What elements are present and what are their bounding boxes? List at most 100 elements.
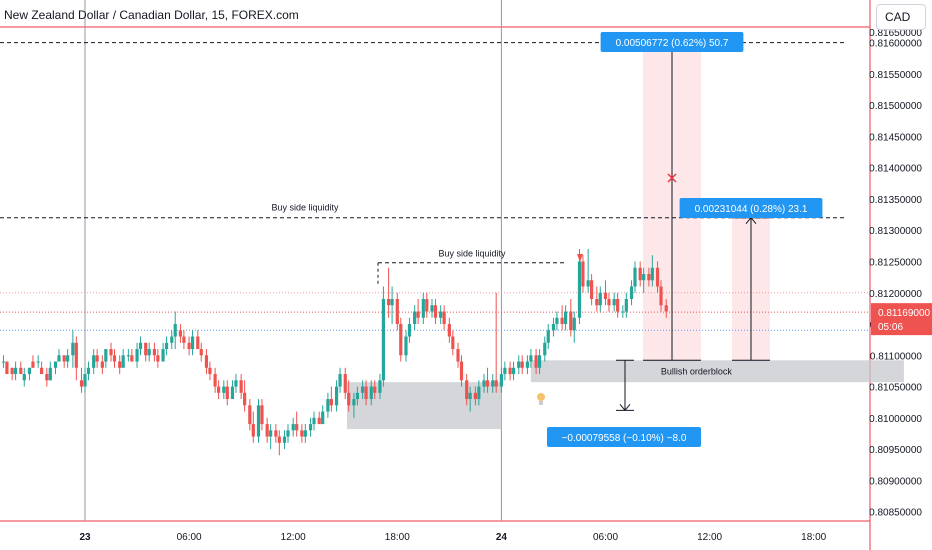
candle-body-50 [216, 386, 221, 393]
candle-body-34 [147, 349, 151, 356]
candle-body-63 [274, 430, 278, 437]
candle-body-90 [390, 299, 394, 306]
candle-body-121 [525, 361, 530, 368]
candle-body-129 [560, 317, 564, 325]
candle-body-147 [638, 267, 642, 281]
candle-body-73 [317, 417, 321, 425]
candle-body-81 [352, 399, 356, 406]
candle-body-43 [187, 342, 191, 350]
candle-body-100 [433, 305, 438, 318]
candle-body-93 [404, 336, 408, 356]
candle-body-148 [642, 274, 646, 281]
candle-body-17 [74, 342, 78, 368]
y-tick-2: 0.81500000 [869, 101, 922, 112]
candle-body-70 [303, 430, 307, 437]
candle-body-41 [178, 330, 183, 337]
candle-body-21 [92, 355, 96, 368]
y-tick-6: 0.81300000 [869, 226, 922, 237]
candle-body-67 [291, 424, 295, 431]
measure-2-arrow-head [619, 403, 631, 412]
candle-body-38 [164, 342, 169, 350]
candle-body-138 [598, 292, 602, 306]
candle-body-99 [430, 305, 434, 312]
candle-body-52 [225, 386, 229, 400]
candle-body-48 [208, 367, 212, 375]
candle-body-95 [413, 311, 417, 325]
candle-body-150 [650, 267, 654, 281]
measure-1-label-bg [679, 198, 823, 218]
candle-body-101 [439, 311, 443, 318]
candle-body-68 [295, 424, 299, 431]
candle-body-83 [361, 386, 365, 393]
candle-body-110 [477, 386, 481, 400]
candle-body-74 [321, 411, 325, 425]
zone-1 [530, 360, 904, 383]
candle-body-96 [416, 311, 420, 318]
candle-body-5 [22, 374, 26, 381]
candle-body-6 [27, 367, 32, 375]
candle-body-42 [182, 336, 186, 343]
measure-2-label-bg [547, 427, 701, 447]
candle-body-69 [300, 430, 304, 437]
candle-body-51 [222, 386, 226, 393]
y-tick-15: 0.80850000 [869, 508, 922, 519]
candle-body-82 [355, 392, 359, 400]
candle-body-140 [607, 299, 611, 306]
y-tick-4: 0.81400000 [869, 164, 922, 175]
candle-body-60 [260, 405, 264, 425]
candle-body-120 [520, 361, 524, 368]
candle-body-127 [551, 324, 556, 331]
candle-body-91 [395, 299, 399, 325]
candle-body-126 [546, 330, 550, 343]
candle-body-84 [364, 386, 368, 400]
liquidity-label-2: Buy side liquidity [438, 249, 506, 259]
candle-body-102 [442, 311, 446, 325]
currency-button[interactable]: CAD [876, 4, 926, 30]
candle-body-113 [491, 380, 495, 387]
candle-body-87 [378, 380, 382, 393]
candle-body-137 [595, 299, 599, 306]
zone-label-orderblock: Bullish orderblock [661, 366, 733, 376]
candle-body-59 [256, 405, 261, 437]
candle-body-26 [112, 355, 117, 362]
y-tick-5: 0.81350000 [869, 195, 922, 206]
y-tick-1: 0.81550000 [869, 70, 922, 81]
candle-body-75 [326, 399, 330, 412]
y-tick-7: 0.81250000 [869, 257, 922, 268]
candle-body-29 [126, 355, 130, 357]
candle-body-33 [144, 342, 148, 356]
lightbulb-base [539, 401, 543, 405]
measure-2-label: −0.00079558 (−0.10%) −8.0 [562, 433, 687, 444]
measure-1-label: 0.00231044 (0.28%) 23.1 [695, 204, 808, 215]
candle-body-23 [100, 361, 104, 368]
candle-body-53 [230, 386, 235, 400]
measure-0-label-bg [600, 32, 744, 52]
candle-body-145 [629, 286, 634, 300]
last-price-tag [871, 303, 932, 336]
candle-body-130 [563, 311, 568, 325]
candle-body-123 [534, 355, 538, 368]
candle-body-46 [199, 349, 203, 356]
last-price-value: 0.81169000 [878, 308, 931, 319]
candle-body-144 [624, 299, 628, 312]
y-tick-14: 0.80900000 [869, 476, 922, 487]
candle-body-2 [10, 367, 14, 375]
candle-body-7 [31, 361, 35, 368]
candle-body-149 [647, 274, 651, 281]
candle-body-28 [121, 355, 125, 368]
candle-body-45 [196, 336, 200, 350]
candle-body-47 [204, 355, 209, 368]
candle-body-11 [48, 367, 52, 381]
candle-body-89 [387, 299, 391, 306]
candle-body-24 [104, 349, 108, 362]
y-tick-13: 0.80950000 [869, 445, 922, 456]
candle-body-56 [243, 392, 247, 406]
candle-body-98 [425, 299, 429, 312]
candle-body-76 [329, 399, 333, 406]
candle-body-54 [234, 380, 238, 387]
liquidity-label-1: Buy side liquidity [271, 203, 339, 213]
candle-body-8 [36, 361, 40, 363]
candle-body-143 [621, 311, 625, 313]
candle-body-49 [213, 374, 217, 387]
